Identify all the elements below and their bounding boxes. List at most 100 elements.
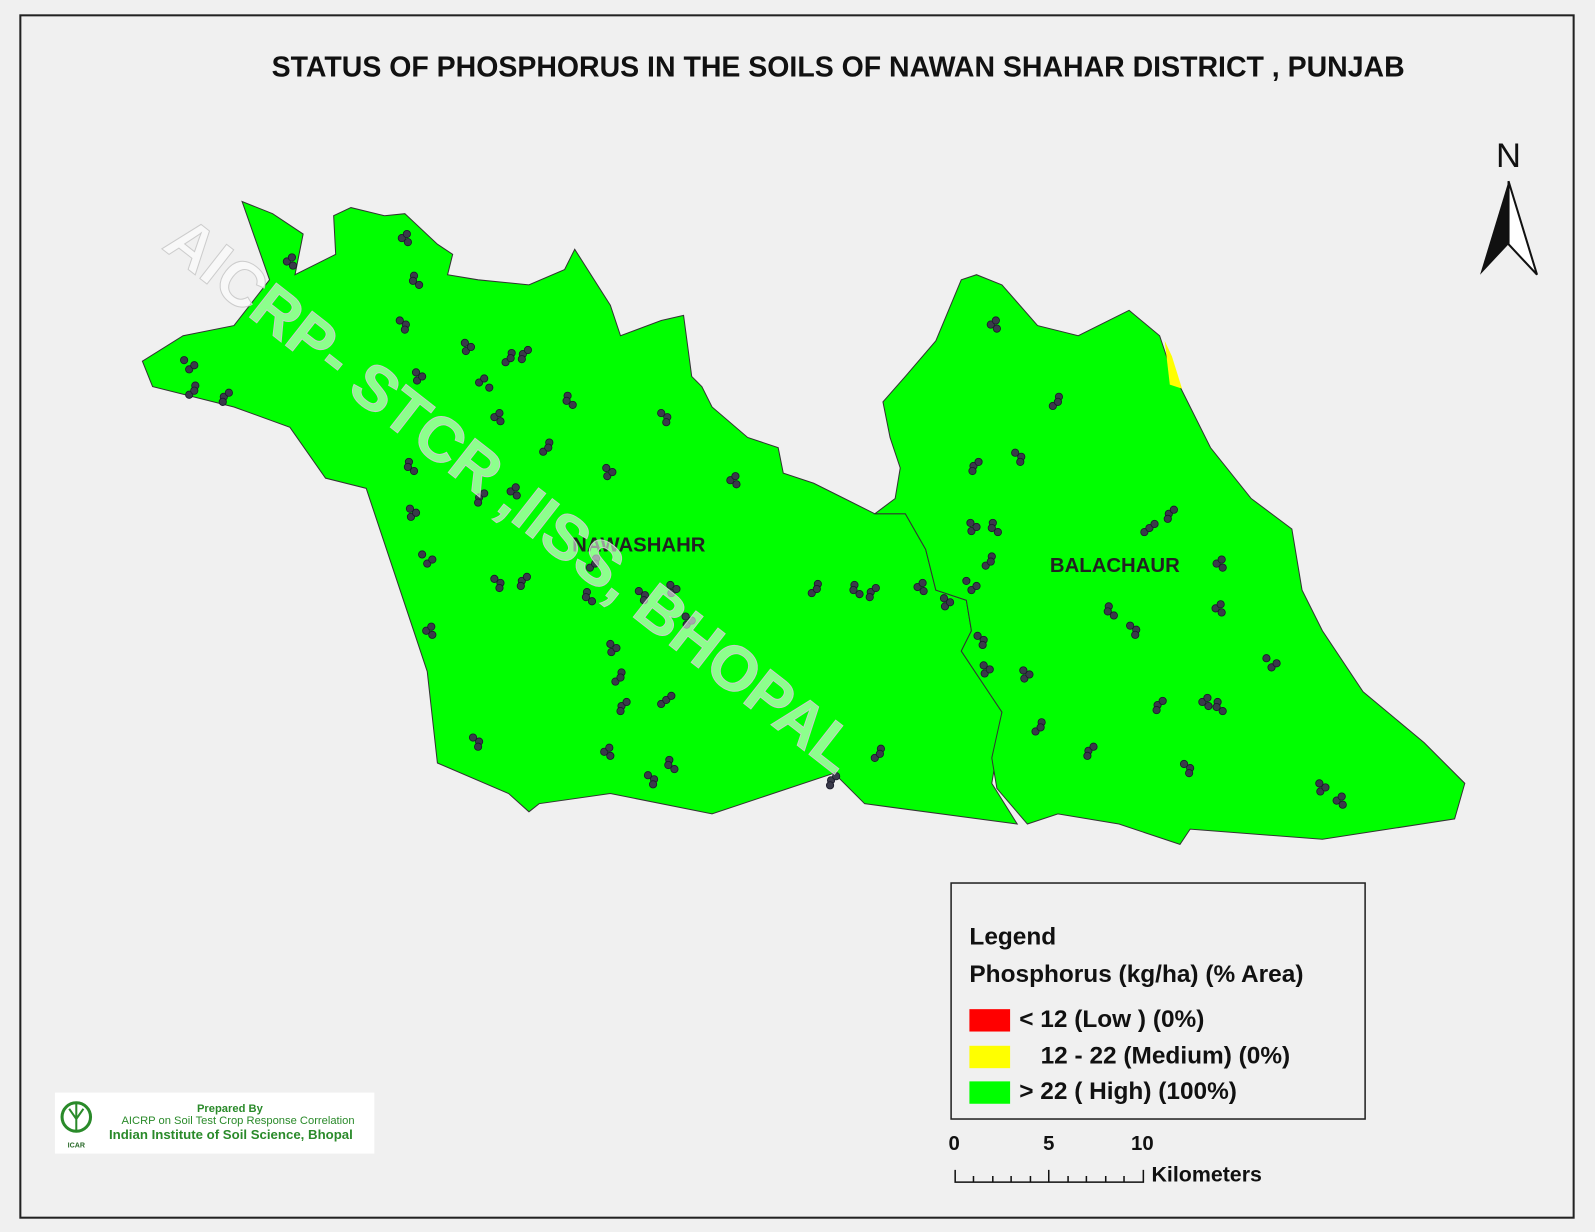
arrow-left: [1480, 181, 1509, 275]
credit-line: Indian Institute of Soil Science, Bhopal: [109, 1127, 353, 1142]
legend-title: Legend: [969, 923, 1056, 950]
sample-point: [605, 743, 614, 752]
sample-point: [587, 597, 597, 606]
sample-point: [1272, 659, 1281, 668]
sample-point: [622, 697, 631, 707]
sample-point: [985, 665, 994, 674]
sample-point: [1179, 759, 1189, 769]
sample-point: [825, 781, 835, 790]
sample-point: [1321, 783, 1330, 792]
region-label: NAWASHAHR: [572, 535, 706, 557]
sample-point: [544, 443, 553, 452]
sample-point: [218, 397, 227, 406]
sample-point: [972, 581, 981, 591]
sample-point: [687, 616, 696, 625]
legend-box: [950, 882, 1366, 1120]
scale-bar: 0 5 10 Kilometers: [948, 1133, 1261, 1187]
sample-point: [409, 466, 419, 476]
sample-point: [1338, 800, 1347, 809]
sample-point: [1163, 514, 1172, 523]
sample-point: [1169, 505, 1178, 514]
sample-point: [812, 584, 821, 594]
sample-point: [855, 590, 864, 599]
sample-point: [400, 325, 409, 334]
arrow-right: [1507, 180, 1538, 276]
legend-swatch: [969, 1045, 1011, 1069]
legend-items: < 12 (Low ) (0%) 12 - 22 (Medium) (0%) > 2…: [969, 1006, 1290, 1105]
sample-point: [403, 238, 412, 247]
sample-point: [681, 612, 690, 621]
sample-point: [616, 707, 625, 716]
sample-point: [978, 640, 987, 650]
frame: [19, 14, 1575, 1219]
legend-label: < 12 (Low ) (0%): [1019, 1006, 1204, 1033]
scale-unit: Kilometers: [1151, 1163, 1261, 1187]
sample-point: [987, 523, 996, 533]
credit-line: Prepared By: [197, 1103, 264, 1115]
sample-point: [224, 388, 233, 397]
sample-point: [1019, 666, 1028, 675]
sample-point: [1089, 742, 1098, 751]
sample-point: [1337, 792, 1346, 801]
sample-point: [973, 631, 982, 640]
sample-point: [602, 463, 611, 473]
sample-point: [1158, 696, 1167, 706]
sample-point: [1011, 448, 1020, 457]
sample-point: [606, 639, 615, 649]
sample-point: [986, 557, 995, 566]
sample-point: [495, 408, 504, 418]
sample-point: [1036, 723, 1045, 732]
sample-point: [287, 253, 297, 262]
sample-point: [496, 417, 505, 426]
sample-point: [190, 386, 199, 395]
sample-point: [1217, 555, 1226, 564]
sample-point: [474, 742, 483, 751]
north-arrow: N: [1480, 137, 1538, 276]
legend-swatch: [969, 1081, 1011, 1104]
sample-point: [474, 498, 483, 507]
medium-area: [1164, 340, 1183, 389]
sample-point: [1131, 630, 1140, 639]
sample-point: [732, 480, 741, 489]
sample-point: [411, 508, 421, 517]
sample-point: [403, 462, 412, 472]
sample-point: [606, 751, 615, 760]
sample-point: [480, 374, 489, 383]
sample-point: [485, 383, 494, 392]
sample-point: [662, 418, 671, 427]
sample-point: [939, 594, 949, 603]
credit-line: AICRP on Soil Test Crop Response Correla…: [121, 1115, 354, 1127]
sample-point: [670, 765, 679, 774]
sample-point: [506, 354, 515, 363]
sample-point: [979, 661, 988, 670]
region-area: [141, 200, 1019, 825]
sample-point: [1218, 707, 1227, 716]
sample-point: [408, 276, 418, 285]
sample-point: [468, 733, 478, 742]
sample-point: [523, 345, 533, 355]
sample-point: [919, 587, 928, 596]
sample-point: [495, 583, 504, 593]
district-map: NAWASHAHR BALACHAUR: [141, 200, 1466, 845]
sample-point: [992, 324, 1001, 333]
sample-point: [512, 491, 521, 500]
sample-point: [562, 396, 571, 405]
sample-point: [402, 229, 411, 239]
sample-point: [516, 581, 525, 591]
region-area: [873, 274, 1466, 845]
sample-point: [871, 583, 880, 593]
credit: ICAR Prepared By AICRP on Soil Test Crop…: [54, 1092, 375, 1154]
legend-subtitle: Phosphorus (kg/ha) (% Area): [969, 961, 1303, 988]
sample-point: [415, 280, 424, 289]
sample-point: [993, 528, 1002, 537]
sample-point: [405, 504, 415, 513]
sample-point: [1083, 751, 1092, 760]
north-label: N: [1496, 137, 1521, 175]
sample-point: [991, 316, 1000, 325]
sample-point: [1218, 563, 1227, 572]
sample-point: [395, 316, 404, 325]
sample-point: [865, 593, 874, 602]
region-label: BALACHAUR: [1050, 555, 1180, 577]
sample-point: [522, 572, 531, 581]
